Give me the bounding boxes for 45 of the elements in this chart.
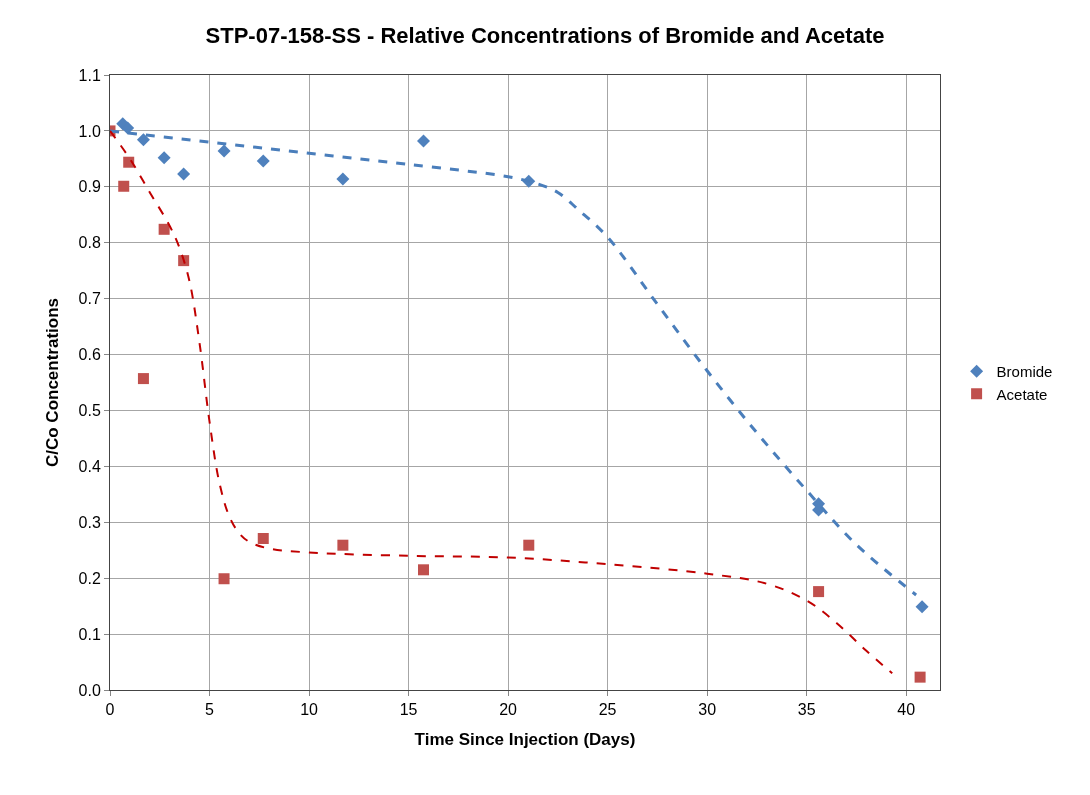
- point: [813, 586, 825, 598]
- y-tick-label: 1.0: [78, 122, 101, 140]
- point: [177, 167, 191, 181]
- point: [336, 172, 350, 186]
- point: [157, 151, 171, 165]
- point: [337, 539, 349, 551]
- point: [137, 373, 149, 385]
- x-tick-label: 15: [399, 701, 418, 719]
- y-tick-label: 0.3: [78, 513, 101, 531]
- point: [914, 671, 926, 683]
- x-tick-label: 20: [499, 701, 518, 719]
- point: [158, 223, 170, 235]
- point: [217, 144, 231, 158]
- x-tick-label: 25: [598, 701, 617, 719]
- y-tick-label: 0.7: [78, 290, 101, 308]
- y-tick-label: 0.1: [78, 625, 101, 643]
- point: [256, 154, 270, 168]
- legend-label: Bromide: [996, 363, 1053, 381]
- legend-label: Acetate: [996, 385, 1048, 403]
- x-axis-title: Time Since Injection (Days): [414, 729, 636, 749]
- y-axis-title: C/Co Concentrations: [43, 297, 63, 468]
- point: [218, 573, 230, 585]
- point: [416, 134, 430, 148]
- point: [257, 532, 269, 544]
- x-tick-label: 30: [698, 701, 717, 719]
- point: [136, 133, 150, 147]
- point: [523, 539, 535, 551]
- y-tick-label: 0.2: [78, 569, 101, 587]
- y-tick-label: 0.5: [78, 402, 101, 420]
- y-tick-label: 0.6: [78, 346, 101, 364]
- x-tick-label: 10: [300, 701, 319, 719]
- x-tick-label: 5: [205, 701, 215, 719]
- point: [121, 121, 135, 135]
- x-tick-label: 40: [897, 701, 916, 719]
- x-tick-label: 0: [105, 701, 115, 719]
- y-tick-label: 0.9: [78, 178, 101, 196]
- chart-title: STP-07-158-SS - Relative Concentrations of Bromide and Acetate: [205, 23, 885, 49]
- x-tick-label: 35: [797, 701, 816, 719]
- y-tick-label: 0.4: [78, 457, 101, 475]
- y-tick-label: 0.0: [78, 681, 101, 699]
- y-tick-label: 0.8: [78, 234, 101, 252]
- y-tick-label: 1.1: [78, 66, 101, 84]
- point: [417, 564, 429, 576]
- point: [118, 180, 130, 192]
- point: [915, 600, 929, 614]
